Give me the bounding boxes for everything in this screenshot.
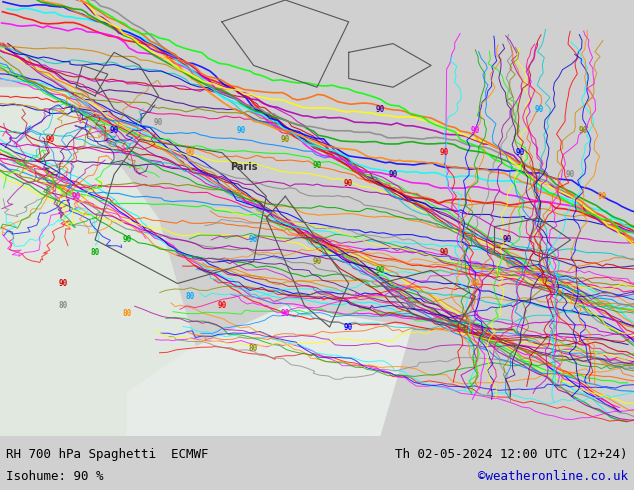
Text: 80: 80	[122, 310, 131, 318]
Text: 90: 90	[389, 170, 398, 179]
Text: 90: 90	[313, 161, 321, 170]
Text: 90: 90	[503, 235, 512, 245]
Text: 90: 90	[598, 192, 607, 201]
Text: 90: 90	[46, 135, 55, 144]
Text: 90: 90	[471, 279, 480, 288]
Text: 90: 90	[249, 235, 258, 245]
Text: 90: 90	[281, 310, 290, 318]
Text: 90: 90	[236, 126, 245, 135]
Text: 90: 90	[376, 104, 385, 114]
Text: 90: 90	[344, 179, 353, 188]
Text: 90: 90	[439, 248, 448, 257]
Text: 90: 90	[344, 322, 353, 332]
Text: Th 02-05-2024 12:00 UTC (12+24): Th 02-05-2024 12:00 UTC (12+24)	[395, 448, 628, 462]
Text: 80: 80	[59, 301, 68, 310]
Text: 80: 80	[249, 344, 258, 353]
Text: 90: 90	[281, 135, 290, 144]
Text: 90: 90	[579, 126, 588, 135]
Text: 90: 90	[186, 148, 195, 157]
Text: 90: 90	[471, 126, 480, 135]
Text: 90: 90	[534, 104, 543, 114]
Text: 80: 80	[91, 248, 100, 257]
Polygon shape	[127, 305, 412, 436]
Text: 90: 90	[439, 148, 448, 157]
Text: 80: 80	[186, 292, 195, 301]
Text: 90: 90	[110, 126, 119, 135]
Text: 90: 90	[59, 279, 68, 288]
Polygon shape	[0, 87, 222, 436]
Text: 90: 90	[72, 192, 81, 201]
Text: 90: 90	[408, 301, 417, 310]
Text: 90: 90	[515, 148, 524, 157]
Text: 90: 90	[313, 257, 321, 266]
Text: 90: 90	[566, 170, 575, 179]
Text: 90: 90	[376, 266, 385, 275]
Text: 90: 90	[217, 301, 226, 310]
Text: 90: 90	[154, 118, 163, 126]
Text: Isohume: 90 %: Isohume: 90 %	[6, 470, 104, 483]
Text: ©weatheronline.co.uk: ©weatheronline.co.uk	[477, 470, 628, 483]
Text: 90: 90	[122, 235, 131, 245]
Text: Paris: Paris	[230, 162, 258, 172]
Text: RH 700 hPa Spaghetti  ECMWF: RH 700 hPa Spaghetti ECMWF	[6, 448, 209, 462]
